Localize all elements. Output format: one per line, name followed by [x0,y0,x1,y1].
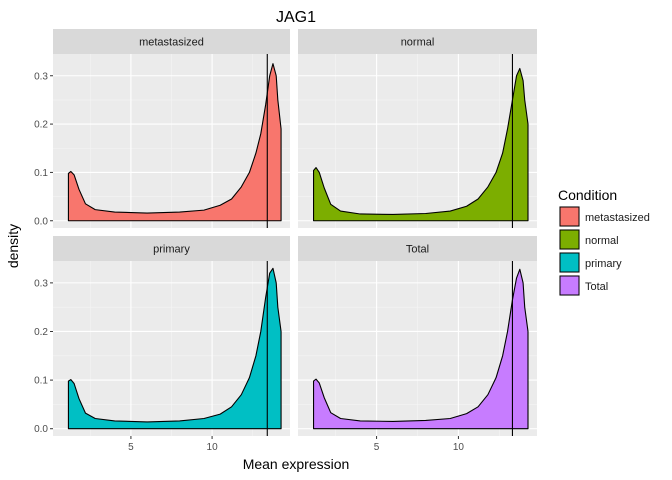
density-area [313,67,529,222]
legend-title: Condition [558,187,617,203]
x-axis-label: Mean expression [243,456,350,472]
density-area [67,63,282,222]
legend-label-primary: primary [585,258,622,270]
facet-strip [298,236,537,261]
density-area [67,267,282,430]
y-tick-label: 0.2 [34,327,48,338]
y-axis-label: density [5,224,21,268]
x-tick-label: 10 [207,442,219,453]
y-tick-label: 0.1 [34,376,48,387]
legend-label-metastasized: metastasized [585,212,650,224]
legend-swatch-normal [559,229,580,250]
panel-normal: normal [298,29,537,228]
y-tick-label: 0.1 [34,168,48,179]
x-tick-label: 10 [453,442,465,453]
x-tick-label: 5 [128,442,134,453]
y-tick-label: 0.0 [34,216,48,227]
panel-metastasized: metastasized 0.0 0.1 0.2 0.3 [34,29,290,228]
legend-label-normal: normal [585,235,619,247]
legend-label-total: Total [585,281,608,293]
y-tick-label: 0.2 [34,120,48,131]
panels-layer: metastasized 0.0 0.1 0.2 0.3 normal primary 0.0… [34,29,537,453]
density-area [313,268,529,430]
legend-swatch-metastasized [559,206,580,227]
facet-strip [53,236,290,261]
facet-strip-label: Total [406,244,429,256]
legend-swatch-primary [559,252,580,273]
panel-primary: primary 0.0 0.1 0.2 0.3 5 10 [34,236,290,453]
panel-total: Total 5 10 [298,236,537,453]
facet-strip-label: metastasized [139,37,204,49]
legend: Condition metastasized normal primary Total [558,187,650,296]
facet-strip [298,29,537,54]
legend-items: metastasized normal primary Total [559,206,650,296]
facet-strip [53,29,290,54]
x-tick-label: 5 [374,442,380,453]
chart-title: JAG1 [276,9,316,26]
y-tick-label: 0.3 [34,71,48,82]
facet-strip-label: primary [153,244,190,256]
y-tick-label: 0.3 [34,278,48,289]
y-tick-label: 0.0 [34,424,48,435]
facet-strip-label: normal [401,37,435,49]
legend-swatch-total [559,275,580,296]
